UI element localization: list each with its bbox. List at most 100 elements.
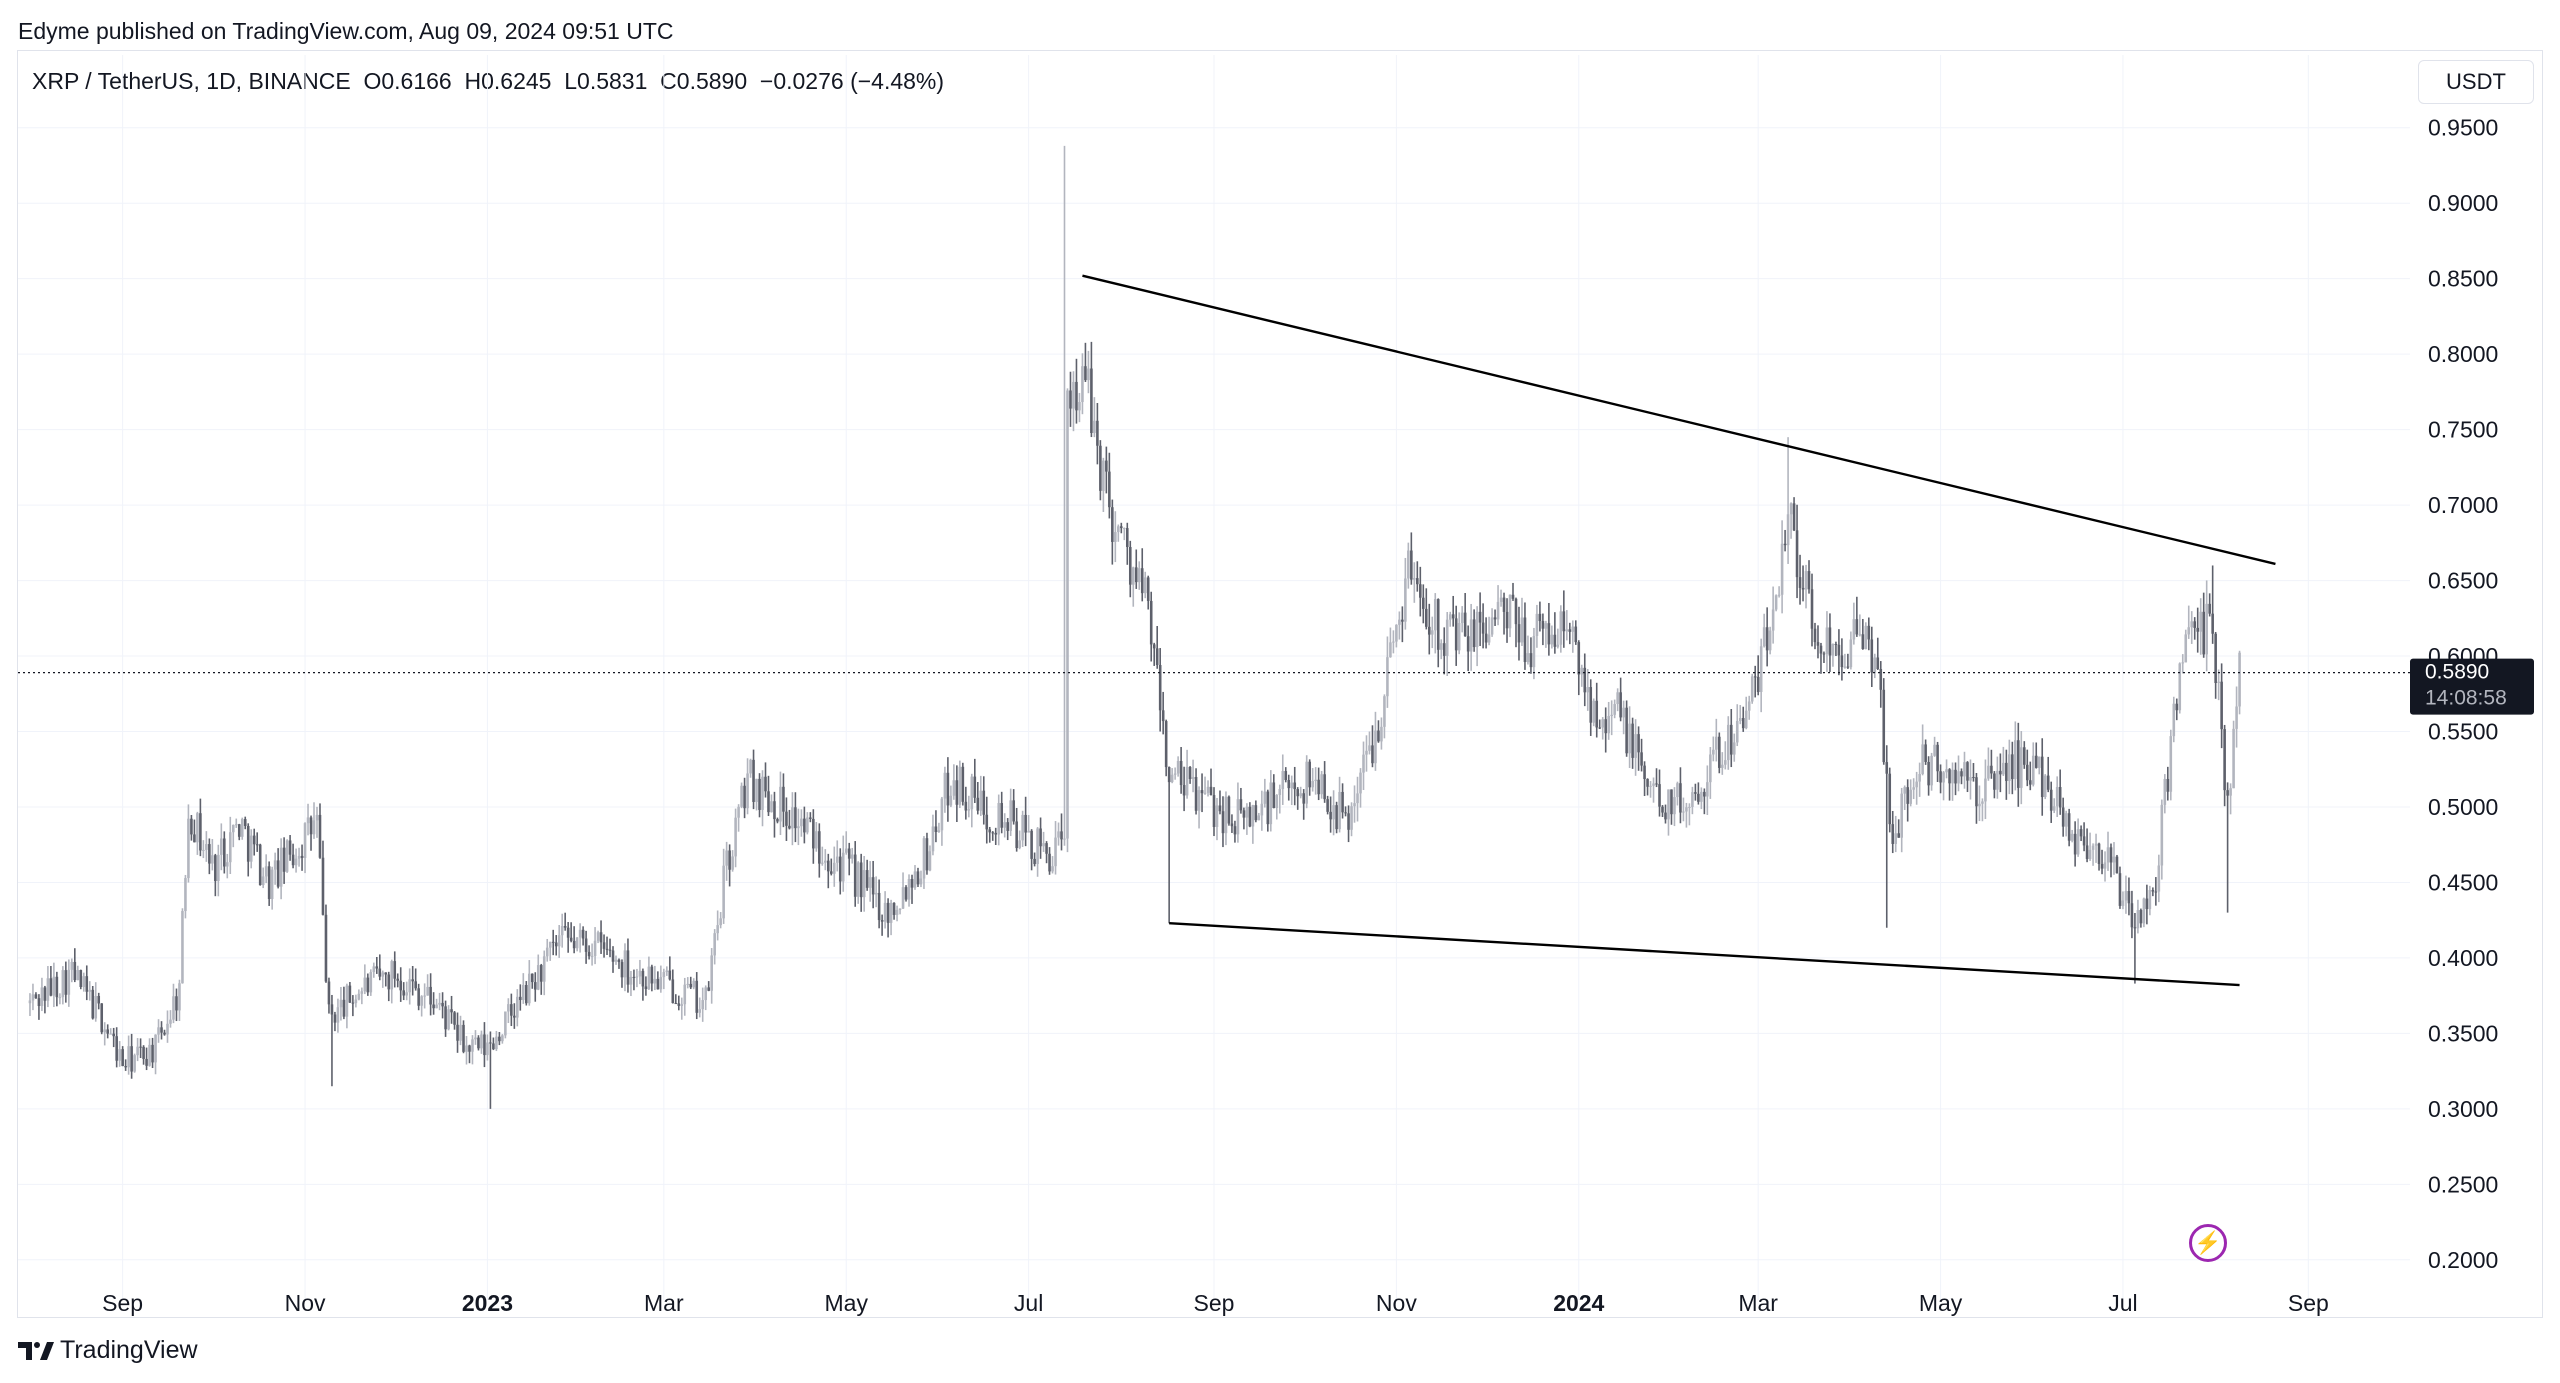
candle-body	[121, 1049, 124, 1067]
candle-body	[1930, 755, 1933, 786]
time-tick-label: Sep	[102, 1290, 143, 1316]
tradingview-logo[interactable]: TradingView	[18, 1336, 198, 1365]
lightning-icon[interactable]: ⚡	[2189, 1224, 2227, 1262]
candle-body	[2211, 613, 2214, 634]
candle-body	[1389, 642, 1392, 658]
candle-body	[1697, 793, 1700, 802]
candle-body	[178, 983, 181, 1011]
candle-body	[264, 866, 268, 877]
candle-body	[1646, 778, 1649, 787]
candle-body	[886, 902, 890, 923]
price-tick-label: 0.7500	[2428, 417, 2498, 443]
candle-body	[378, 968, 382, 977]
candle-body	[533, 982, 537, 990]
candle-body	[731, 856, 734, 870]
candle-body	[776, 819, 779, 822]
candle-body	[1293, 782, 1297, 790]
candle-body	[1230, 823, 1234, 827]
candle-body	[1442, 643, 1446, 656]
currency-button[interactable]: USDT	[2418, 60, 2534, 104]
candle-body	[1825, 627, 1829, 654]
candle-body	[46, 978, 50, 1001]
candle-body	[1027, 830, 1030, 833]
candle-body	[1688, 806, 1691, 808]
candle-body	[877, 892, 881, 921]
candle-body	[806, 817, 809, 833]
candle-body	[587, 951, 591, 957]
candle-body	[994, 832, 998, 835]
candle-body	[922, 838, 926, 879]
candle-body	[70, 961, 74, 970]
candle-body	[692, 980, 696, 988]
candle-body	[1006, 822, 1009, 831]
candle-body	[1586, 687, 1590, 693]
candle-body	[387, 974, 391, 990]
candle-body	[874, 892, 878, 895]
candle-body	[674, 1003, 678, 1005]
candle-body	[202, 849, 205, 851]
candle-body	[151, 1044, 154, 1063]
candle-body	[551, 941, 555, 943]
candle-body	[1332, 805, 1335, 820]
candle-body	[1700, 791, 1703, 802]
candle-body	[626, 950, 630, 985]
candle-body	[1589, 687, 1593, 723]
candle-body	[2235, 706, 2238, 729]
candle-body	[976, 797, 980, 811]
candle-body	[2151, 890, 2155, 892]
candle-body	[513, 1015, 516, 1018]
candle-body	[844, 848, 848, 853]
candle-body	[862, 870, 866, 898]
candle-body	[979, 790, 983, 811]
candle-body	[58, 997, 62, 999]
candle-body	[246, 825, 250, 862]
candle-body	[1311, 781, 1314, 788]
candle-body	[522, 984, 525, 1001]
candle-body	[1108, 471, 1111, 508]
candle-body	[1652, 783, 1655, 786]
candle-body	[859, 862, 863, 898]
candle-body	[1039, 828, 1042, 847]
candle-body	[94, 995, 98, 1019]
candle-body	[2022, 747, 2026, 765]
candle-body	[2178, 663, 2182, 711]
candle-body	[617, 959, 621, 963]
price-tick-label: 0.3000	[2428, 1096, 2498, 1122]
candle-body	[118, 1049, 121, 1061]
candle-body	[1063, 838, 1066, 840]
candle-body	[208, 844, 211, 864]
candle-body	[952, 780, 956, 796]
trendline-upper-resistance[interactable]	[1082, 274, 2276, 566]
candle-body	[1774, 595, 1778, 610]
candle-body	[2085, 845, 2089, 859]
candle-body	[883, 902, 887, 922]
symbol-ohlc-legend[interactable]: XRP / TetherUS, 1D, BINANCE O0.6166 H0.6…	[32, 68, 945, 94]
candle-body	[1009, 800, 1012, 831]
candle-body	[261, 876, 265, 886]
candle-body	[501, 1035, 504, 1042]
candle-body	[1296, 789, 1300, 797]
last-price-value: 0.5890	[2425, 661, 2489, 684]
candle-body	[1356, 793, 1359, 804]
candle-body	[91, 989, 95, 1019]
candle-body	[2031, 755, 2035, 785]
candle-body	[1176, 760, 1180, 774]
candle-body	[1631, 723, 1634, 758]
candle-body	[698, 1009, 702, 1013]
candle-body	[1404, 578, 1407, 622]
candle-body	[761, 776, 764, 810]
candle-body	[602, 942, 606, 949]
trendline-lower-support[interactable]	[1169, 922, 2240, 987]
candle-body	[1305, 761, 1308, 804]
candle-body	[142, 1046, 145, 1059]
candle-body	[1514, 598, 1518, 625]
candle-body	[402, 990, 406, 996]
candle-body	[934, 826, 938, 833]
candle-body	[465, 1045, 468, 1052]
candle-body	[2160, 804, 2164, 866]
candle-body	[28, 1000, 32, 1004]
candle-body	[336, 1007, 340, 1023]
candle-body	[2175, 703, 2179, 711]
candle-body	[49, 978, 53, 996]
